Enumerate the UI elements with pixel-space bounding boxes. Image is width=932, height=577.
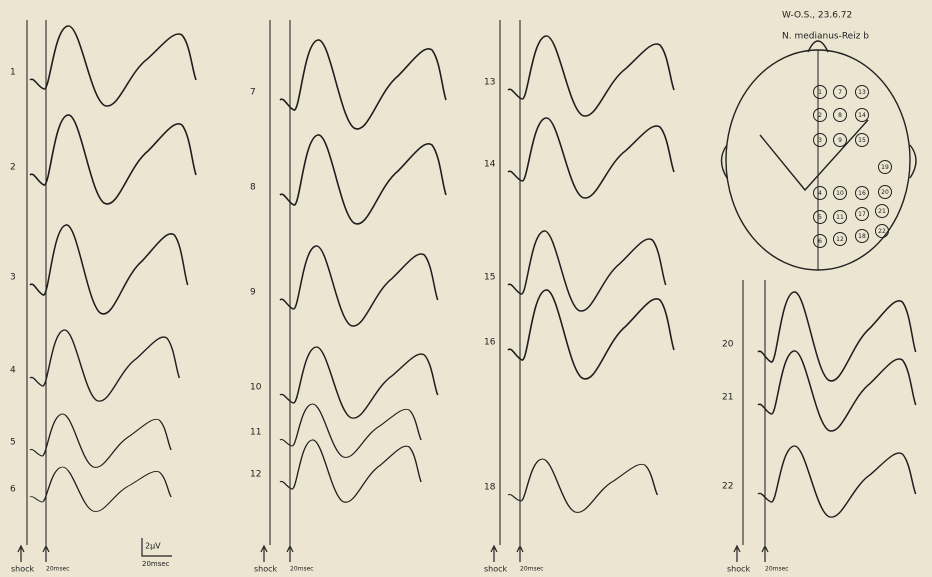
electrode-label: 8: [838, 112, 842, 119]
subject-label: W-O.S., 23.6.72: [782, 11, 852, 21]
electrode-label: 3: [818, 137, 822, 144]
figure: W-O.S., 23.6.72 N. medianus-Reiz b 12345…: [0, 0, 932, 577]
electrode-label: 2: [818, 112, 822, 119]
trace-label: 1: [10, 68, 16, 78]
electrode-label: 17: [858, 211, 866, 218]
marker-label: 20msec: [290, 566, 314, 573]
stimulus-label: N. medianus-Reiz b: [782, 32, 869, 42]
marker-label: 20msec: [520, 566, 544, 573]
electrode-label: 5: [818, 214, 822, 221]
electrode-label: 13: [858, 89, 866, 96]
scale-time: 20msec: [142, 560, 170, 568]
electrode-label: 11: [836, 214, 844, 221]
trace-label: 22: [722, 482, 733, 492]
electrode-label: 18: [858, 233, 866, 240]
trace-label: 3: [10, 273, 16, 283]
trace-label: 10: [250, 383, 262, 393]
trace-label: 8: [250, 183, 256, 193]
paper: [0, 0, 932, 577]
electrode-label: 10: [836, 190, 844, 197]
electrode-label: 15: [858, 137, 866, 144]
electrode-label: 4: [818, 190, 822, 197]
trace-label: 15: [484, 273, 495, 283]
trace-label: 6: [10, 485, 16, 495]
electrode-label: 1: [818, 89, 822, 96]
electrode-label: 14: [858, 112, 866, 119]
trace-label: 11: [250, 428, 261, 438]
electrode-label: 9: [838, 137, 842, 144]
marker-label: shock: [254, 565, 278, 574]
trace-label: 13: [484, 78, 495, 88]
trace-label: 12: [250, 470, 261, 480]
trace-label: 4: [10, 366, 16, 376]
trace-label: 18: [484, 483, 496, 493]
marker-label: shock: [727, 565, 751, 574]
trace-label: 5: [10, 438, 16, 448]
trace-label: 16: [484, 338, 496, 348]
marker-label: 20msec: [765, 566, 789, 573]
trace-label: 9: [250, 288, 256, 298]
electrode-label: 7: [838, 89, 842, 96]
electrode-label: 22: [878, 228, 886, 235]
trace-label: 2: [10, 163, 16, 173]
trace-label: 21: [722, 393, 733, 403]
electrode-label: 16: [858, 190, 866, 197]
electrode-label: 20: [881, 189, 889, 196]
marker-label: shock: [484, 565, 508, 574]
marker-label: shock: [11, 565, 35, 574]
trace-label: 20: [722, 340, 734, 350]
marker-label: 20msec: [46, 566, 70, 573]
trace-label: 14: [484, 160, 496, 170]
trace-label: 7: [250, 88, 256, 98]
electrode-label: 6: [818, 238, 822, 245]
electrode-label: 21: [878, 208, 886, 215]
scale-amplitude: 2µV: [145, 542, 161, 551]
electrode-label: 12: [836, 236, 844, 243]
electrode-label: 19: [881, 164, 889, 171]
